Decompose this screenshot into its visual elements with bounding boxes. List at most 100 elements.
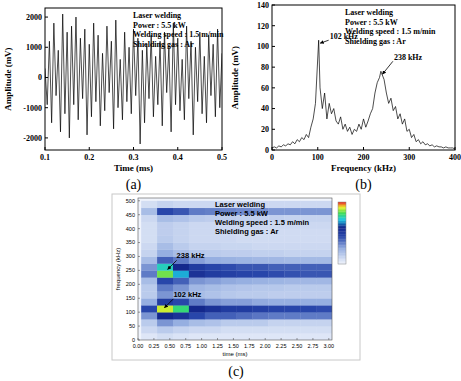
heat-cell — [268, 256, 284, 263]
heat-cell — [237, 263, 253, 270]
heat-cell — [316, 333, 332, 340]
heat-cell — [316, 270, 332, 277]
y-tick — [45, 47, 48, 48]
y-tick-label: 40 — [261, 104, 269, 113]
heat-cell — [173, 326, 189, 333]
heat-cell — [173, 229, 189, 236]
x-tick-label: 1.75 — [244, 343, 255, 349]
heat-cell — [316, 291, 332, 298]
heat-cell — [268, 291, 284, 298]
y-tick-label: 0 — [132, 337, 135, 343]
x-tick — [455, 147, 456, 150]
heat-cell — [141, 263, 157, 270]
x-tick — [328, 338, 329, 340]
heat-cell — [189, 201, 205, 208]
plot-frame — [272, 5, 455, 150]
x-axis-label: Time (ms) — [114, 163, 153, 173]
x-tick — [281, 338, 282, 340]
heat-cell — [316, 277, 332, 284]
x-tick — [265, 338, 266, 340]
info-text: Power : 5.5 kW — [215, 209, 269, 218]
heat-cell — [205, 250, 221, 257]
heat-cell — [268, 208, 284, 215]
heat-cell — [157, 222, 173, 229]
info-text: Laser welding — [215, 200, 265, 209]
info-text: Power : 5.5 kW — [345, 18, 398, 27]
y-axis-label: frequency (kHz) — [115, 248, 121, 290]
heat-cell — [300, 236, 316, 243]
x-tick-label: 300 — [403, 153, 415, 162]
heat-cell — [268, 333, 284, 340]
heat-cell — [157, 250, 173, 257]
heat-cell — [268, 326, 284, 333]
x-tick-label: 0.75 — [180, 343, 191, 349]
heat-cell — [284, 229, 300, 236]
heat-cell — [173, 208, 189, 215]
y-tick — [272, 67, 275, 68]
y-tick — [138, 284, 140, 285]
heat-cell — [316, 243, 332, 250]
heat-cell — [252, 333, 268, 340]
heat-cell — [221, 263, 237, 270]
x-tick-label: 1.25 — [212, 343, 223, 349]
y-tick-label: 250 — [126, 267, 135, 273]
heat-cell — [300, 326, 316, 333]
heat-cell — [237, 256, 253, 263]
plot-background — [138, 198, 332, 340]
heat-cell — [189, 215, 205, 222]
heat-cell — [221, 326, 237, 333]
y-tick — [272, 25, 275, 26]
heat-cell — [189, 270, 205, 277]
x-tick — [169, 338, 170, 340]
heat-cell — [284, 333, 300, 340]
heat-cell — [268, 298, 284, 305]
x-tick — [217, 338, 218, 340]
x-tick — [312, 338, 313, 340]
heat-cell — [316, 250, 332, 257]
image-frame — [112, 194, 360, 360]
heat-cell — [284, 250, 300, 257]
x-tick-label: 2.00 — [260, 343, 271, 349]
y-tick — [272, 46, 275, 47]
heat-cell — [268, 243, 284, 250]
heat-cell — [316, 284, 332, 291]
y-tick — [138, 312, 140, 313]
heat-cell — [252, 319, 268, 326]
heat-cell — [300, 250, 316, 257]
y-tick — [138, 298, 140, 299]
heat-cell — [284, 263, 300, 270]
heat-cell — [237, 305, 253, 312]
annotation: 102 kHz — [173, 290, 201, 299]
y-tick-label: 120 — [257, 22, 269, 31]
x-tick-label: 1.00 — [196, 343, 207, 349]
y-tick — [45, 17, 48, 18]
heat-cell — [157, 277, 173, 284]
heat-cell — [268, 319, 284, 326]
heat-cell — [300, 256, 316, 263]
y-tick-label: 0 — [38, 73, 42, 82]
x-tick-label: 0.50 — [164, 343, 175, 349]
heat-cell — [316, 208, 332, 215]
heat-cell — [173, 305, 189, 312]
heat-cell — [300, 243, 316, 250]
heat-cell — [316, 326, 332, 333]
heat-cell — [221, 250, 237, 257]
heat-cell — [157, 229, 173, 236]
heat-cell — [141, 284, 157, 291]
y-tick — [138, 340, 140, 341]
x-tick-label: 0.5 — [217, 153, 227, 162]
x-tick — [45, 147, 46, 150]
x-tick-label: 0 — [270, 153, 274, 162]
heat-cell — [237, 243, 253, 250]
heat-cell — [284, 256, 300, 263]
info-text: Shielding gas : Ar — [215, 227, 279, 236]
heat-cell — [284, 208, 300, 215]
heat-cell — [189, 229, 205, 236]
heat-cell — [284, 270, 300, 277]
heat-cell — [316, 222, 332, 229]
y-tick — [138, 326, 140, 327]
heat-cell — [173, 319, 189, 326]
heat-cell — [221, 284, 237, 291]
heat-cell — [173, 298, 189, 305]
heat-cell — [205, 298, 221, 305]
